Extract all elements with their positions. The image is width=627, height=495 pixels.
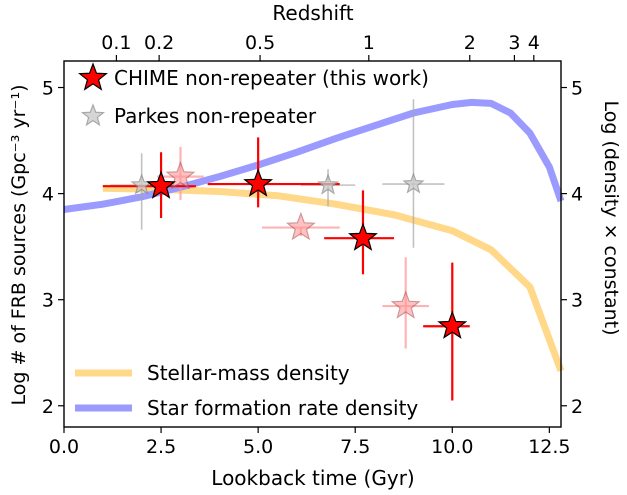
chime-shifted-point [285,211,316,241]
chime-point [146,170,177,199]
data-markers [130,160,468,339]
parkes-point [402,172,425,194]
x-tick-label: 2.5 [146,436,176,458]
legend-marker-star [78,62,108,91]
error-bars [102,99,470,401]
y-tick-label-right: 4 [571,184,583,206]
density-curves [63,98,565,373]
x-axis-label: Lookback time (Gyr) [211,466,414,490]
y-axis-label-left: Log # of FRB sources (Gpc⁻³ yr⁻¹) [8,85,30,406]
x-tick-label: 7.5 [340,436,370,458]
legend-label: Star formation rate density [147,396,418,420]
x-tick-label: 0.0 [49,436,79,458]
legend-label: Parkes non-repeater [114,104,317,128]
y-axis-label-right: Log (density × constant) [600,100,622,335]
x-tick-label: 10.0 [431,436,473,458]
legend-label: CHIME non-repeater (this work) [114,66,429,90]
parkes-point [316,173,340,195]
chime-shifted-point [165,160,196,190]
x-tick-label: 5.0 [243,436,273,458]
y-tick-label-left: 2 [42,396,54,418]
y-tick-label-left: 3 [42,290,54,312]
top-axis-label: Redshift [272,1,353,25]
top-tick-label: 0.1 [101,32,131,54]
legend-label: Stellar-mass density [147,361,350,385]
chime-point [437,310,468,339]
y-tick-label-right: 2 [571,396,583,418]
x-tick-label: 12.5 [528,436,570,458]
chime-point [348,222,378,251]
top-tick-label: 0.5 [245,32,275,54]
top-tick-label: 3 [508,32,520,54]
y-tick-label-left: 5 [42,78,54,100]
chime-shifted-point [390,290,421,319]
chime-point [243,168,274,197]
y-tick-label-right: 5 [571,78,583,100]
y-tick-label-right: 3 [571,290,583,312]
stellar-mass-density-curve [102,184,565,373]
top-tick-label: 2 [464,32,476,54]
top-tick-label: 0.2 [144,32,174,54]
top-tick-label: 1 [363,32,375,54]
top-tick-label: 4 [528,32,540,54]
legend-marker-star-gray [80,103,106,127]
y-tick-label-left: 4 [42,184,54,206]
legend: CHIME non-repeater (this work) Parkes non… [75,62,429,420]
plot-frame [63,60,562,428]
